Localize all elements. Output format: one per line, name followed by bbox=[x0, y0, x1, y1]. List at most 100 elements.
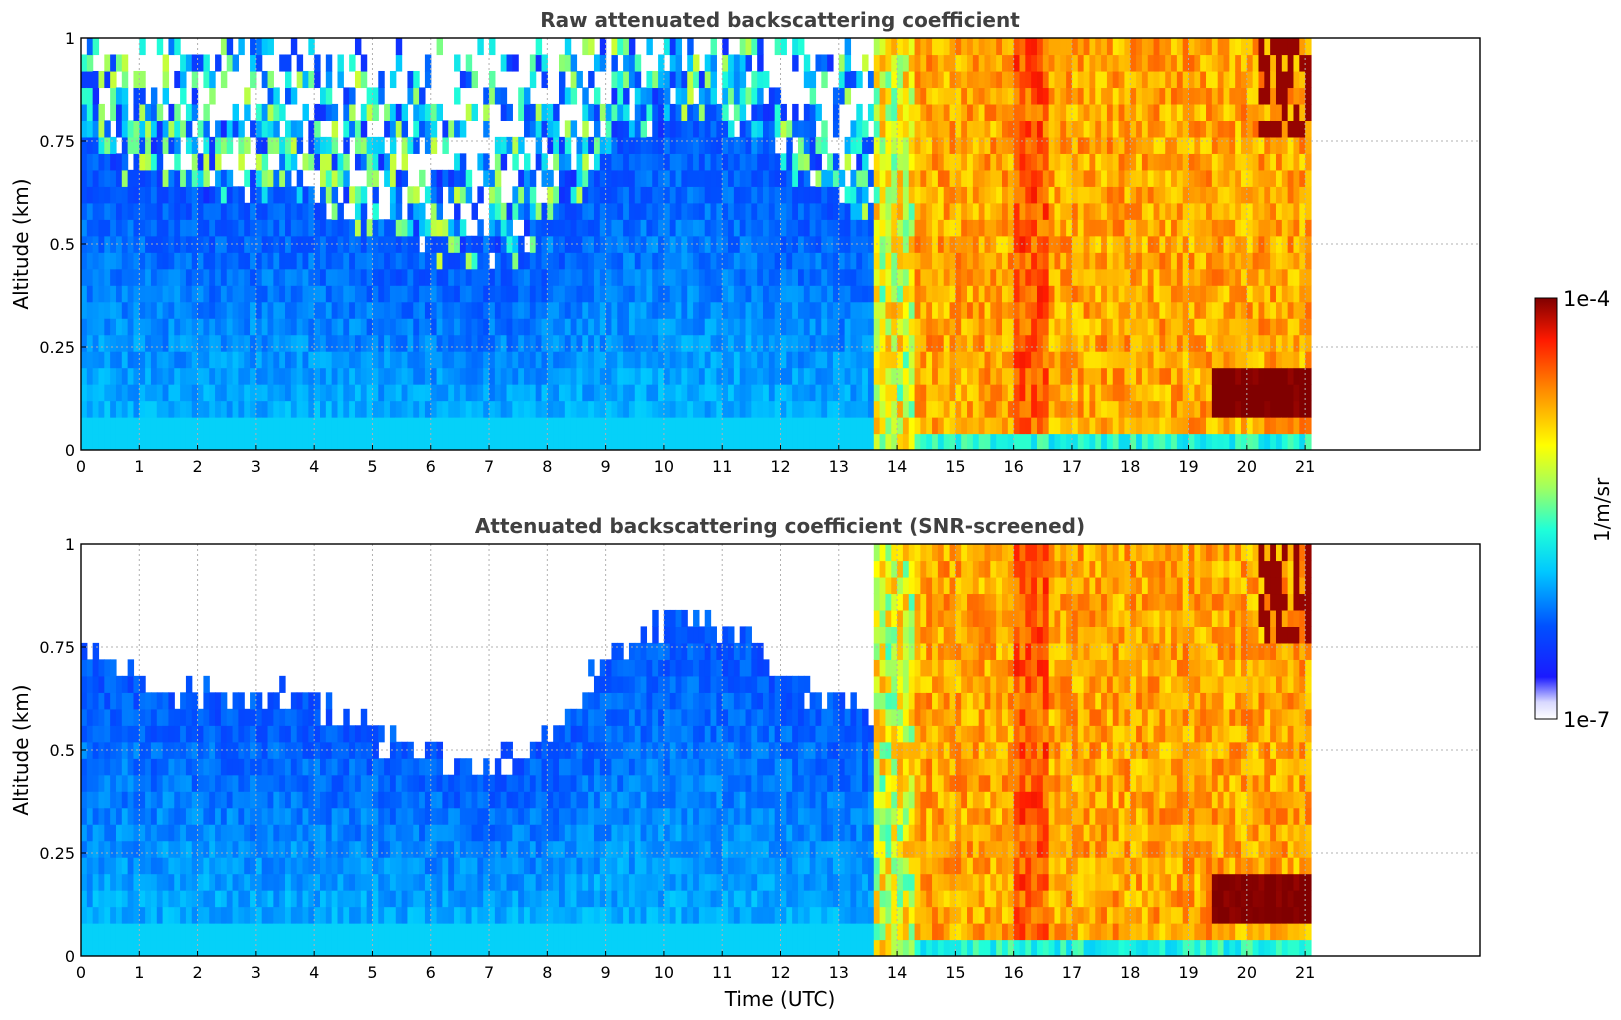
heatmap-cell bbox=[518, 318, 525, 336]
heatmap-cell bbox=[803, 285, 811, 303]
heatmap-cell bbox=[395, 285, 403, 303]
heatmap-cell bbox=[314, 433, 321, 450]
heatmap-cell bbox=[897, 417, 904, 435]
heatmap-cell bbox=[558, 268, 566, 286]
heatmap-cell bbox=[1036, 87, 1044, 105]
heatmap-cell bbox=[1287, 103, 1295, 121]
heatmap-cell bbox=[325, 103, 333, 121]
heatmap-cell bbox=[728, 87, 735, 105]
heatmap-cell bbox=[121, 285, 129, 303]
heatmap-cell bbox=[961, 38, 968, 56]
heatmap-cell bbox=[1293, 70, 1300, 89]
heatmap-cell bbox=[838, 70, 846, 89]
heatmap-cell bbox=[529, 169, 537, 187]
heatmap-cell bbox=[81, 186, 88, 204]
heatmap-cell bbox=[809, 87, 817, 105]
heatmap-cell bbox=[827, 285, 834, 303]
heatmap-cell bbox=[197, 202, 205, 220]
heatmap-cell bbox=[926, 301, 933, 319]
heatmap-cell bbox=[623, 153, 630, 171]
heatmap-cell bbox=[1275, 54, 1283, 72]
heatmap-cell bbox=[494, 433, 502, 450]
heatmap-cell bbox=[809, 334, 817, 352]
heatmap-cell bbox=[1136, 120, 1143, 138]
heatmap-cell bbox=[197, 301, 205, 319]
heatmap-cell bbox=[115, 840, 123, 858]
heatmap-cell bbox=[1206, 136, 1213, 154]
heatmap-cell bbox=[232, 351, 239, 369]
heatmap-cell bbox=[652, 252, 659, 270]
heatmap-cell bbox=[273, 136, 280, 154]
heatmap-cell bbox=[86, 103, 94, 121]
heatmap-cell bbox=[185, 285, 193, 303]
heatmap-cell bbox=[500, 219, 508, 237]
heatmap-cell bbox=[564, 252, 572, 270]
heatmap-cell bbox=[506, 318, 513, 336]
heatmap-cell bbox=[296, 433, 304, 450]
heatmap-cell bbox=[174, 219, 181, 237]
heatmap-cell bbox=[1252, 202, 1260, 220]
heatmap-cell bbox=[768, 433, 776, 450]
heatmap-cell bbox=[891, 433, 898, 450]
heatmap-cell bbox=[652, 87, 659, 105]
heatmap-cell bbox=[1223, 70, 1230, 89]
heatmap-cell bbox=[716, 153, 723, 171]
heatmap-cell bbox=[226, 136, 234, 154]
heatmap-cell bbox=[1275, 38, 1283, 56]
heatmap-cell bbox=[675, 318, 683, 336]
heatmap-cell bbox=[1299, 120, 1306, 138]
heatmap-cell bbox=[698, 70, 706, 89]
heatmap-cell bbox=[553, 252, 560, 270]
heatmap-cell bbox=[162, 219, 170, 237]
heatmap-cell bbox=[1235, 235, 1242, 253]
heatmap-cell bbox=[1275, 334, 1283, 352]
heatmap-cell bbox=[465, 268, 473, 286]
heatmap-cell bbox=[535, 54, 543, 72]
heatmap-cell bbox=[215, 367, 222, 385]
heatmap-cell bbox=[1264, 351, 1271, 369]
heatmap-cell bbox=[1019, 169, 1026, 187]
heatmap-cell bbox=[459, 268, 467, 286]
heatmap-cell bbox=[564, 136, 572, 154]
heatmap-cell bbox=[873, 169, 881, 187]
heatmap-cell bbox=[972, 367, 980, 385]
heatmap-cell bbox=[669, 351, 677, 369]
heatmap-cell bbox=[337, 367, 344, 385]
heatmap-cell bbox=[1299, 252, 1306, 270]
heatmap-cell bbox=[605, 219, 613, 237]
heatmap-cell bbox=[267, 87, 274, 105]
heatmap-cell bbox=[320, 301, 327, 319]
heatmap-cell bbox=[174, 285, 181, 303]
heatmap-cell bbox=[191, 70, 199, 89]
heatmap-cell bbox=[524, 417, 531, 435]
heatmap-cell bbox=[110, 384, 117, 402]
heatmap-cell bbox=[1147, 103, 1155, 121]
heatmap-cell bbox=[1147, 285, 1155, 303]
heatmap-cell bbox=[850, 384, 857, 402]
heatmap-cell bbox=[1147, 417, 1155, 435]
heatmap-cell bbox=[751, 268, 758, 286]
heatmap-cell bbox=[1013, 70, 1021, 89]
heatmap-cell bbox=[1188, 87, 1195, 105]
heatmap-cell bbox=[1176, 169, 1184, 187]
heatmap-cell bbox=[325, 70, 333, 89]
heatmap-cell bbox=[821, 417, 828, 435]
heatmap-cell bbox=[1275, 169, 1283, 187]
heatmap-cell bbox=[634, 351, 642, 369]
heatmap-cell bbox=[261, 433, 269, 450]
heatmap-cell bbox=[593, 136, 601, 154]
heatmap-cell bbox=[290, 367, 298, 385]
heatmap-cell bbox=[1275, 400, 1283, 418]
heatmap-cell bbox=[1246, 153, 1254, 171]
heatmap-cell bbox=[261, 153, 269, 171]
heatmap-cell bbox=[1188, 252, 1195, 270]
heatmap-cell bbox=[389, 252, 397, 270]
heatmap-cell bbox=[891, 252, 898, 270]
heatmap-cell bbox=[897, 38, 904, 56]
heatmap-cell bbox=[687, 252, 694, 270]
heatmap-cell bbox=[1153, 400, 1160, 418]
heatmap-cell bbox=[261, 268, 269, 286]
heatmap-cell bbox=[949, 417, 956, 435]
heatmap-cell bbox=[873, 252, 881, 270]
heatmap-cell bbox=[535, 318, 543, 336]
